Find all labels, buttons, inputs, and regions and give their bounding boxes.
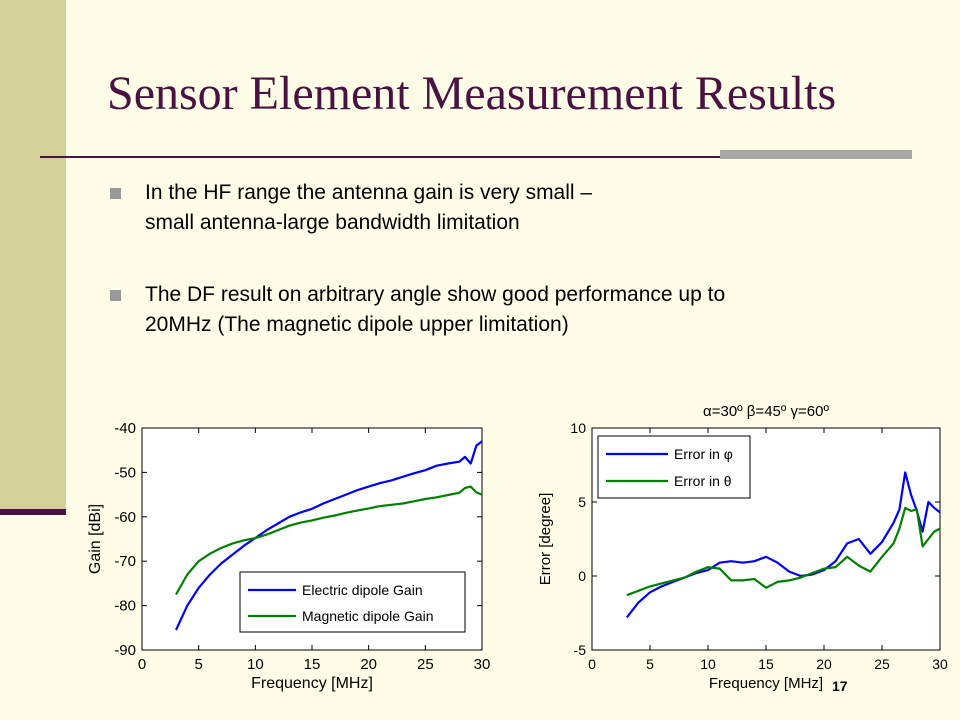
x-tick-label: 15 bbox=[758, 656, 774, 672]
slide-title: Sensor Element Measurement Results bbox=[107, 67, 837, 120]
legend-label: Error in φ bbox=[674, 446, 733, 462]
bullet-item: In the HF range the antenna gain is very… bbox=[107, 178, 927, 238]
series-line-2 bbox=[175, 485, 483, 596]
x-tick-label: 30 bbox=[474, 656, 491, 673]
x-tick-label: 25 bbox=[417, 656, 434, 673]
x-axis-label: Frequency [MHz] bbox=[251, 675, 373, 692]
y-tick-label: -80 bbox=[114, 598, 136, 615]
x-tick-label: 20 bbox=[360, 656, 377, 673]
legend-label: Electric dipole Gain bbox=[302, 582, 423, 598]
series-line-2 bbox=[626, 506, 941, 597]
bullet-line: 20MHz (The magnetic dipole upper limitat… bbox=[145, 313, 569, 336]
bullet-line: In the HF range the antenna gain is very… bbox=[145, 181, 593, 204]
legend-label: Error in θ bbox=[674, 473, 732, 489]
x-tick-label: 5 bbox=[194, 656, 202, 673]
y-tick-label: -40 bbox=[114, 420, 136, 437]
x-tick-label: 25 bbox=[874, 656, 890, 672]
y-tick-label: -90 bbox=[114, 642, 136, 659]
legend-box bbox=[239, 571, 466, 633]
y-tick-label: -60 bbox=[114, 509, 136, 526]
y-tick-label: -5 bbox=[574, 642, 587, 658]
bullet-item: The DF result on arbitrary angle show go… bbox=[107, 280, 927, 340]
x-tick-label: 0 bbox=[588, 656, 596, 672]
x-tick-label: 20 bbox=[816, 656, 832, 672]
bullet-marker bbox=[110, 290, 121, 301]
bullet-list: In the HF range the antenna gain is very… bbox=[107, 178, 927, 340]
y-tick-label: -70 bbox=[114, 553, 136, 570]
title-rule bbox=[40, 156, 720, 158]
x-tick-label: 15 bbox=[304, 656, 321, 673]
y-tick-label: 0 bbox=[578, 568, 586, 584]
y-tick-label: 10 bbox=[570, 420, 586, 436]
y-tick-label: -50 bbox=[114, 464, 136, 481]
y-axis-label: Error [degree] bbox=[537, 493, 554, 586]
bullet-line: small antenna-large bandwidth limitation bbox=[145, 211, 520, 234]
legend-label: Magnetic dipole Gain bbox=[302, 608, 434, 624]
x-tick-label: 5 bbox=[646, 656, 654, 672]
bullet-line: The DF result on arbitrary angle show go… bbox=[145, 283, 726, 306]
title-rule-accent bbox=[720, 150, 912, 159]
gain-chart: 0 5 10 15 20 25 30 -90 -80 -70 -60 -50 -40 Frequency … bbox=[87, 420, 491, 692]
x-axis-label: Frequency [MHz] bbox=[709, 675, 823, 692]
bullet-marker bbox=[110, 188, 121, 199]
page-number: 17 bbox=[832, 678, 848, 694]
x-tick-label: 30 bbox=[932, 656, 948, 672]
y-axis-label: Gain [dBi] bbox=[87, 504, 104, 574]
y-tick-label: 5 bbox=[578, 494, 586, 510]
chart-title: α=30º β=45º γ=60º bbox=[703, 403, 829, 420]
legend-box bbox=[597, 435, 751, 499]
series-line-1 bbox=[175, 440, 483, 631]
x-tick-label: 10 bbox=[247, 656, 264, 673]
x-tick-label: 0 bbox=[138, 656, 146, 673]
sidebar-accent-line bbox=[0, 509, 66, 515]
x-tick-label: 10 bbox=[700, 656, 716, 672]
sidebar-accent bbox=[0, 0, 66, 512]
